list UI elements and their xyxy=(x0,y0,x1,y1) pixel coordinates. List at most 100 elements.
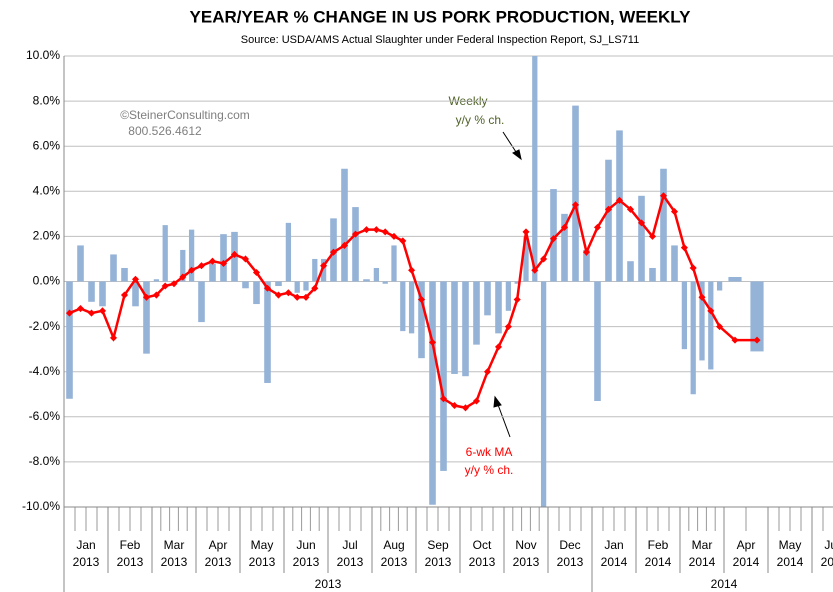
bar xyxy=(572,105,579,282)
line-marker xyxy=(560,223,569,231)
line-marker xyxy=(659,192,668,200)
x-tick-label: Mar xyxy=(692,538,713,552)
x-tick-label: 2013 xyxy=(293,555,320,569)
line-marker xyxy=(390,232,398,240)
bar xyxy=(583,249,590,282)
bar xyxy=(627,261,634,282)
x-tick-label: 2014 xyxy=(645,555,672,569)
x-tick-label: May xyxy=(251,538,274,552)
bar xyxy=(671,245,678,282)
bar xyxy=(132,281,139,307)
line-marker xyxy=(372,226,380,234)
bar xyxy=(294,281,300,293)
line-marker xyxy=(399,237,407,245)
bar xyxy=(660,168,667,282)
x-tick-label: Feb xyxy=(120,538,141,552)
grid xyxy=(64,55,833,508)
arrow-line xyxy=(496,401,511,438)
bar xyxy=(484,281,491,316)
line-marker xyxy=(483,368,492,376)
x-tick-label: 2014 xyxy=(733,555,760,569)
y-tick-label: 8.0% xyxy=(33,93,61,107)
x-tick-label: Dec xyxy=(559,538,580,552)
y-tick-label: -6.0% xyxy=(29,409,61,423)
bar xyxy=(121,267,128,282)
line-marker xyxy=(274,291,283,299)
line-marker xyxy=(208,257,217,265)
line-marker xyxy=(329,248,338,256)
x-tick-label: Oct xyxy=(473,538,492,552)
bars xyxy=(66,56,764,507)
line-marker xyxy=(241,255,250,263)
y-tick-label: 2.0% xyxy=(33,229,61,243)
bar xyxy=(418,281,425,359)
bar xyxy=(341,168,348,282)
bar xyxy=(462,281,469,377)
line-marker xyxy=(707,307,715,315)
line-marker xyxy=(219,259,228,267)
line-marker xyxy=(582,248,591,256)
bar xyxy=(242,281,249,289)
x-tick-label: Feb xyxy=(648,538,669,552)
bar xyxy=(408,281,415,334)
bar xyxy=(638,195,645,282)
x-tick-label: May xyxy=(779,538,802,552)
x-tick-label: Jun xyxy=(824,538,833,552)
bar xyxy=(540,281,547,507)
bar xyxy=(88,281,95,302)
bar xyxy=(303,281,309,291)
line-marker xyxy=(252,268,261,277)
line-marker xyxy=(362,226,371,234)
x-tick-label: 2013 xyxy=(205,555,232,569)
x-tick-label: 2014 xyxy=(689,555,716,569)
bar xyxy=(253,281,260,305)
line-marker xyxy=(263,284,272,292)
line-marker xyxy=(188,266,196,274)
line-marker xyxy=(670,208,679,216)
x-tick-label: 2013 xyxy=(425,555,452,569)
line-marker xyxy=(142,293,151,301)
line-marker xyxy=(311,284,319,292)
bar xyxy=(373,267,380,282)
bar xyxy=(495,281,502,334)
x-tick-label: Sep xyxy=(427,538,449,552)
bar xyxy=(594,281,601,402)
line-marker xyxy=(637,219,646,227)
line-marker xyxy=(179,273,187,281)
x-tick-label: 2014 xyxy=(821,555,833,569)
bar xyxy=(708,281,714,370)
bar xyxy=(605,159,612,282)
bar xyxy=(473,281,480,345)
line-marker xyxy=(626,205,635,213)
line-marker xyxy=(76,305,85,313)
bar xyxy=(561,213,568,282)
y-tick-label: -4.0% xyxy=(29,364,61,378)
line-marker xyxy=(120,291,129,299)
x-tick-label: 2013 xyxy=(337,555,364,569)
line-marker xyxy=(320,262,328,270)
line-marker xyxy=(689,264,697,272)
x-tick-label: 2013 xyxy=(557,555,584,569)
x-tick-label: Jan xyxy=(604,538,623,552)
series-label: y/y % ch. xyxy=(465,463,514,477)
arrow-head xyxy=(493,395,502,408)
annotation: 800.526.4612 xyxy=(128,124,202,138)
line-marker xyxy=(680,244,688,252)
bar xyxy=(275,281,282,287)
y-tick-label: 0.0% xyxy=(33,274,61,288)
line-marker xyxy=(531,266,539,274)
bar xyxy=(750,281,764,352)
chart-subtitle: Source: USDA/AMS Actual Slaughter under … xyxy=(241,34,639,46)
bar xyxy=(514,281,520,284)
x-axis xyxy=(63,507,824,592)
x-tick-label: Apr xyxy=(209,538,228,552)
x-group-label: 2013 xyxy=(315,577,342,591)
line-marker xyxy=(540,255,548,263)
bar xyxy=(77,245,84,282)
line-marker xyxy=(284,289,292,297)
bar xyxy=(99,281,106,307)
bar xyxy=(188,229,195,282)
line-marker xyxy=(450,401,459,410)
bar xyxy=(66,281,73,399)
bar xyxy=(523,236,529,282)
